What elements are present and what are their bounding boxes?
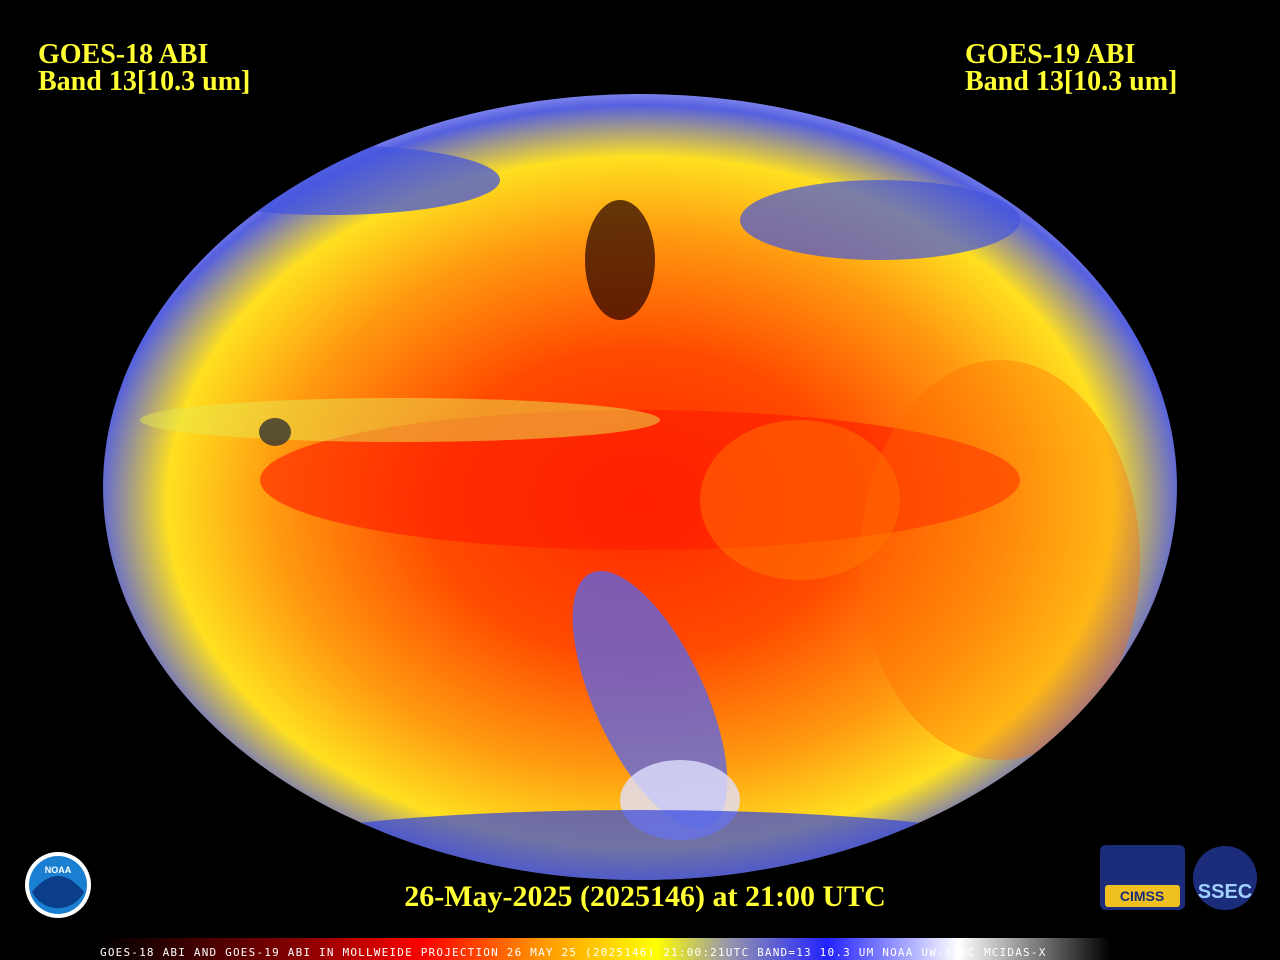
noaa-logo: NOAA: [25, 852, 91, 918]
cimss-label: CIMSS: [1120, 888, 1164, 904]
ssec-label: SSEC: [1198, 881, 1252, 903]
left-band: Band 13[10.3 um]: [38, 66, 250, 97]
right-satellite: GOES-19 ABI: [965, 39, 1135, 70]
left-satellite: GOES-18 ABI: [38, 39, 208, 70]
cimss-logo: CIMSS: [1100, 845, 1185, 910]
noaa-label: NOAA: [45, 865, 72, 875]
cloud-features: [140, 145, 1140, 880]
ssec-logo: SSEC: [1193, 846, 1257, 910]
right-band: Band 13[10.3 um]: [965, 66, 1177, 97]
timestamp: 26-May-2025 (2025146) at 21:00 UTC: [404, 880, 886, 913]
color-bar: [100, 938, 1110, 960]
footer-caption: GOES-18 ABI AND GOES-19 ABI IN MOLLWEIDE…: [100, 946, 1047, 959]
